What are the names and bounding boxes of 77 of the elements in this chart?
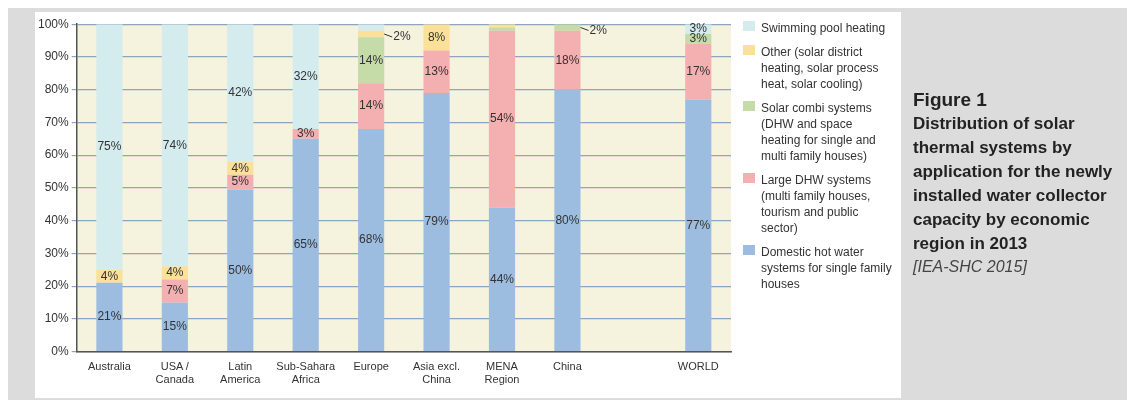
x-tick-label: China [553, 360, 583, 373]
y-tick-label: 70% [44, 114, 70, 129]
bar [227, 189, 254, 351]
y-tick-label: 10% [44, 311, 70, 326]
y-tick-label: 80% [44, 81, 70, 96]
y-tick-label: 100% [37, 16, 70, 31]
bar [358, 24, 385, 31]
data-label: 14% [359, 98, 384, 113]
bar [292, 24, 319, 129]
legend-label: Solar combi systems (DHW and space heating for single and multi family houses) [761, 100, 877, 164]
y-tick-label: 90% [44, 49, 70, 64]
bar [161, 302, 188, 351]
data-label: 54% [489, 111, 515, 126]
bar [554, 30, 581, 90]
data-label: 44% [489, 271, 515, 286]
data-label: 21% [97, 309, 122, 324]
x-tick-label: Asia excl. China [413, 360, 461, 386]
data-label: 3% [297, 126, 315, 141]
bar [227, 24, 254, 162]
bar [292, 138, 319, 351]
data-label: 50% [228, 262, 253, 277]
y-tick-label: 30% [44, 245, 70, 260]
data-label: 18% [555, 52, 580, 67]
data-label: 32% [293, 68, 319, 83]
data-label: 5% [231, 174, 250, 189]
y-tick-label: 20% [44, 278, 70, 293]
bar [96, 282, 123, 351]
legend-label: Swimming pool heating [761, 20, 886, 36]
y-tick-label: 40% [44, 212, 70, 227]
bar [685, 99, 712, 351]
data-label: 2% [393, 29, 411, 44]
data-label: 7% [166, 283, 184, 298]
x-tick-label: WORLD [677, 360, 719, 373]
x-tick-label: USA / Canada [155, 360, 195, 386]
x-tick-label: Europe [353, 360, 389, 373]
x-tick-label: Sub-Sahara Africa [276, 360, 336, 386]
x-tick-label: Australia [88, 360, 132, 373]
data-label: 17% [686, 63, 711, 78]
data-label: 2% [589, 22, 608, 37]
bar [161, 24, 188, 267]
bar [96, 24, 123, 270]
data-label: 74% [162, 137, 188, 152]
text: [IEA-SHC 2015] [913, 257, 1028, 277]
data-label: 13% [424, 63, 449, 78]
data-label: 79% [424, 214, 449, 229]
bar [358, 128, 385, 351]
y-tick-label: 60% [44, 147, 70, 162]
bar [423, 92, 450, 351]
data-label: 8% [427, 29, 446, 44]
bar [554, 89, 581, 351]
text: Figure 1 [913, 88, 988, 112]
y-tick-label: 50% [44, 180, 70, 195]
data-label: 4% [166, 265, 184, 280]
data-label: 3% [689, 31, 708, 46]
data-label: 15% [162, 319, 188, 334]
y-tick-label: 0% [51, 343, 70, 358]
data-label: 65% [293, 237, 319, 252]
legend-label: Domestic hot water systems for single family houses [761, 244, 893, 292]
data-label: 68% [359, 232, 384, 247]
data-label: 4% [100, 268, 119, 283]
x-tick-label: Latin America [220, 360, 262, 386]
data-label: 77% [686, 217, 711, 232]
bar [488, 30, 516, 208]
bar [358, 30, 385, 38]
legend-label: Large DHW systems (multi family houses, tourism and public sector) [761, 172, 873, 236]
legend-label: Other (solar district heating, solar process heat, solar cooling) [761, 44, 880, 92]
bar [685, 43, 712, 100]
bar [488, 207, 516, 351]
data-label: 75% [97, 139, 122, 154]
data-label: 42% [228, 85, 253, 100]
data-label: 4% [231, 160, 250, 175]
data-label: 14% [359, 52, 384, 67]
data-label: 80% [555, 212, 580, 227]
x-tick-label: MENA Region [484, 360, 520, 386]
text: Distribution of solar thermal systems by application for the newly installed water collector capacity by economic region in 2013 [913, 113, 1114, 255]
bar [423, 50, 450, 93]
bar [554, 24, 581, 31]
